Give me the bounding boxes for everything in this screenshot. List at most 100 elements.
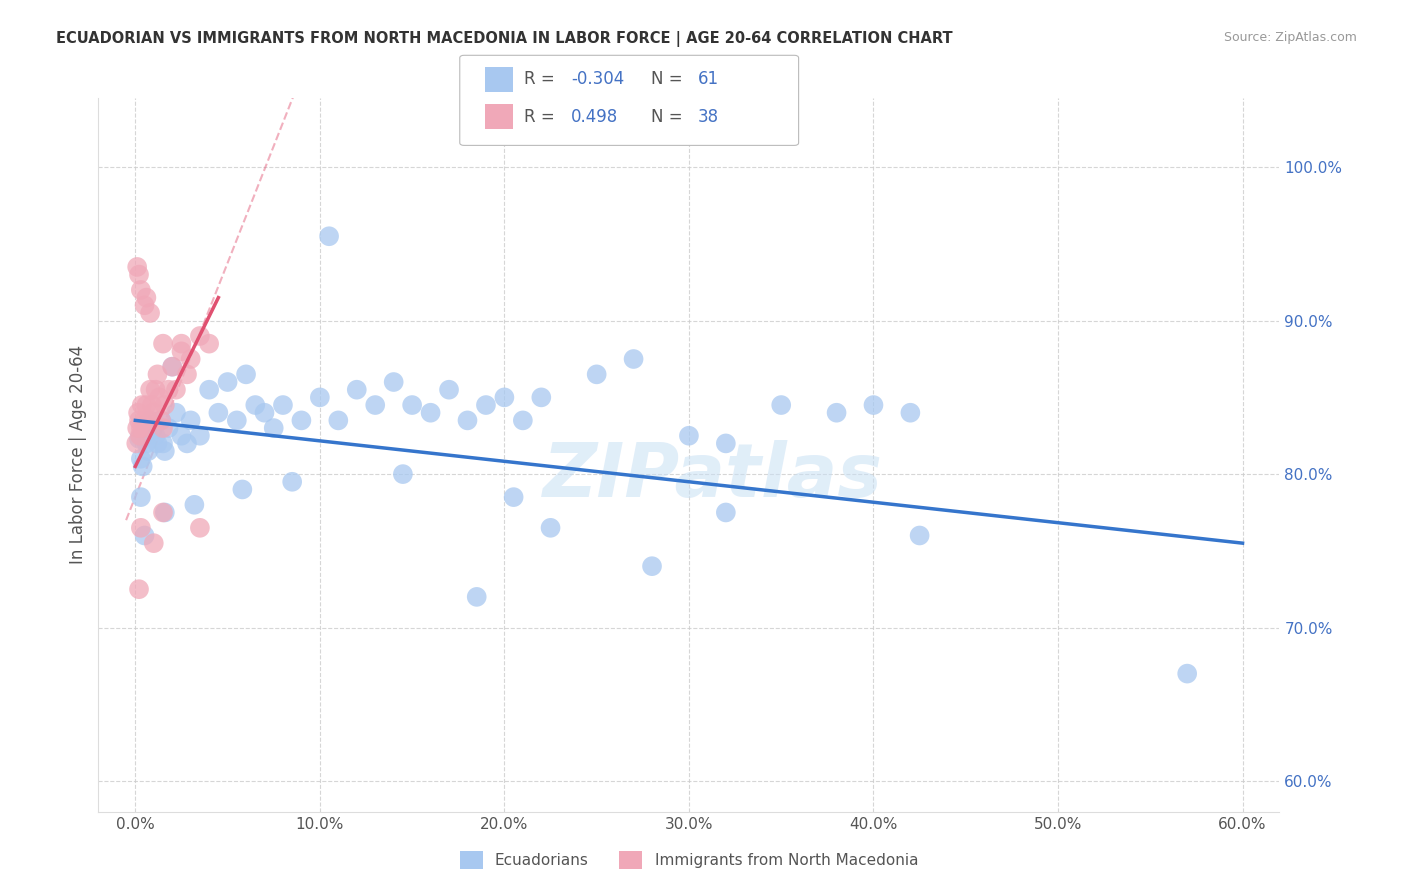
Point (382, 375, 405, 389)
Point (153, 398, 176, 412)
Point (152, 436, 174, 450)
Point (129, 451, 152, 466)
Point (152, 336, 174, 351)
Point (139, 413, 162, 427)
Text: N =: N = (651, 108, 688, 126)
Point (465, 590, 488, 604)
Point (135, 398, 157, 412)
Point (908, 528, 931, 542)
Point (134, 413, 156, 427)
Point (125, 436, 148, 450)
Point (170, 428, 193, 442)
Text: 0.498: 0.498 (571, 108, 619, 126)
Point (235, 368, 257, 382)
Point (132, 421, 155, 435)
Point (129, 283, 152, 297)
Point (512, 413, 534, 427)
Point (136, 444, 159, 458)
Point (150, 413, 173, 427)
Point (898, 406, 921, 420)
Point (392, 467, 415, 482)
Text: 61: 61 (697, 70, 718, 88)
Point (253, 406, 276, 420)
Point (165, 406, 187, 420)
Point (862, 398, 884, 412)
Point (165, 383, 187, 397)
Point (176, 436, 198, 450)
Point (145, 383, 167, 397)
Point (152, 421, 174, 435)
Point (180, 413, 202, 427)
Point (1175, 666, 1198, 681)
Point (641, 559, 664, 574)
Point (245, 398, 267, 412)
Point (127, 421, 149, 435)
Point (128, 413, 150, 427)
Text: ZIPatlas: ZIPatlas (543, 440, 883, 513)
Point (129, 521, 152, 535)
Text: ECUADORIAN VS IMMIGRANTS FROM NORTH MACEDONIA IN LABOR FORCE | AGE 20-64 CORRELA: ECUADORIAN VS IMMIGRANTS FROM NORTH MACE… (56, 31, 953, 47)
Point (346, 383, 368, 397)
Point (207, 406, 229, 420)
Point (148, 390, 170, 404)
Point (129, 490, 152, 504)
Point (146, 368, 169, 382)
Point (150, 413, 173, 427)
Point (825, 406, 848, 420)
Point (162, 359, 183, 374)
Point (714, 506, 737, 520)
Point (141, 398, 163, 412)
Point (157, 421, 180, 435)
Point (135, 291, 157, 305)
Point (188, 329, 211, 343)
Point (134, 528, 156, 542)
Point (318, 229, 340, 244)
Point (127, 260, 149, 274)
Text: -0.304: -0.304 (571, 70, 624, 88)
Point (364, 398, 387, 412)
Point (129, 421, 152, 435)
Point (494, 390, 516, 404)
Point (530, 390, 553, 404)
Point (263, 421, 285, 435)
Point (162, 359, 183, 374)
Point (129, 428, 152, 442)
Point (141, 424, 163, 438)
Point (198, 336, 221, 351)
Point (623, 351, 645, 366)
Point (183, 498, 205, 512)
Point (128, 432, 150, 446)
Point (714, 436, 737, 450)
Y-axis label: In Labor Force | Age 20-64: In Labor Force | Age 20-64 (69, 345, 87, 565)
Point (128, 582, 150, 597)
Point (128, 268, 150, 282)
Point (153, 506, 176, 520)
Point (188, 521, 211, 535)
Point (180, 351, 202, 366)
Point (281, 475, 304, 489)
Point (134, 417, 156, 432)
Point (134, 298, 156, 312)
Point (142, 421, 165, 435)
Point (401, 398, 423, 412)
Point (146, 436, 169, 450)
Point (170, 336, 193, 351)
Point (540, 521, 562, 535)
Point (231, 483, 253, 497)
Point (290, 413, 312, 427)
Point (152, 506, 174, 520)
Point (145, 428, 167, 442)
Text: R =: R = (524, 108, 565, 126)
Point (136, 413, 159, 427)
Point (271, 398, 294, 412)
Point (437, 383, 460, 397)
Point (456, 413, 478, 427)
Point (328, 413, 350, 427)
Point (139, 383, 162, 397)
Text: Source: ZipAtlas.com: Source: ZipAtlas.com (1223, 31, 1357, 45)
Point (139, 306, 162, 320)
Point (419, 406, 441, 420)
Point (132, 459, 155, 474)
Text: R =: R = (524, 70, 561, 88)
Text: N =: N = (651, 70, 688, 88)
